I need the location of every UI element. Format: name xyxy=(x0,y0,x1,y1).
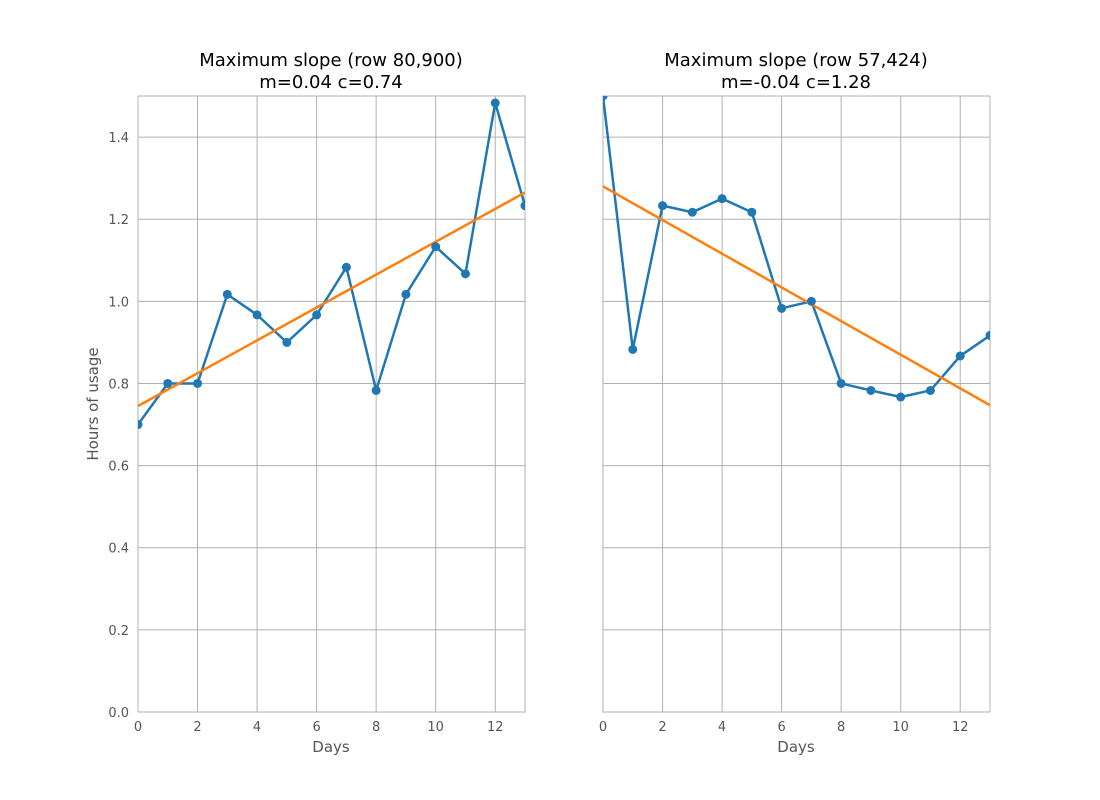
right-chart-plot-area xyxy=(603,96,990,407)
left-chart-fit-line xyxy=(138,191,525,408)
left-chart-data-point xyxy=(520,201,525,211)
left-chart-data-point xyxy=(282,337,292,347)
left-chart-panel: Maximum slope (row 80,900) m=0.04 c=0.74… xyxy=(84,50,526,756)
left-chart-y-axis-label: Hours of usage xyxy=(84,347,102,460)
right-chart-data-point xyxy=(896,392,906,402)
right-chart-x-tick-label: 0 xyxy=(599,720,607,735)
left-chart-title-line1: Maximum slope (row 80,900) xyxy=(199,50,463,71)
left-chart-x-tick-label: 10 xyxy=(427,720,444,735)
left-chart-data-point xyxy=(163,378,173,388)
right-chart-data-point xyxy=(717,194,727,204)
right-chart-x-tick-label: 6 xyxy=(777,720,785,735)
left-chart-y-tick-label: 0.6 xyxy=(108,460,129,475)
right-chart-data-point xyxy=(777,303,787,313)
left-chart-x-tick-label: 12 xyxy=(487,720,504,735)
left-chart-y-tick-label: 0.8 xyxy=(108,377,129,392)
right-chart-data-point xyxy=(836,378,846,388)
right-chart-title-line1: Maximum slope (row 57,424) xyxy=(664,50,928,71)
left-chart-x-axis-label: Days xyxy=(312,738,350,756)
left-chart-y-tick-label: 1.0 xyxy=(108,295,129,310)
right-chart-data-point xyxy=(603,96,608,101)
right-chart-data-point xyxy=(806,296,816,306)
right-chart-x-tick-label: 4 xyxy=(718,720,726,735)
left-chart-y-tick-label: 0.2 xyxy=(108,624,129,639)
left-chart-data-point xyxy=(460,269,470,279)
left-chart-data-point xyxy=(490,98,500,108)
left-chart-data-point xyxy=(371,385,381,395)
right-chart-panel: Maximum slope (row 57,424) m=-0.04 c=1.2… xyxy=(599,50,991,756)
right-chart-data-point xyxy=(985,330,990,340)
right-chart-data-point xyxy=(955,351,965,361)
right-chart-fit-line xyxy=(603,185,990,407)
right-chart-data-point xyxy=(925,385,935,395)
left-chart-data-point xyxy=(431,242,441,252)
left-chart-data-point xyxy=(312,310,322,320)
left-chart-x-tick-label: 2 xyxy=(193,720,201,735)
right-chart-plot-frame xyxy=(602,95,991,713)
left-chart-data-point xyxy=(222,289,232,299)
left-chart-y-tick-label: 0.0 xyxy=(108,706,129,721)
left-chart-plot-area xyxy=(138,98,525,430)
right-chart-series-line xyxy=(603,96,990,399)
left-chart-y-tick-label: 1.2 xyxy=(108,213,129,228)
left-chart-data-point xyxy=(252,310,262,320)
left-chart-data-point xyxy=(401,289,411,299)
left-chart-plot-frame xyxy=(137,95,526,713)
right-chart-title-line2: m=-0.04 c=1.28 xyxy=(721,72,871,93)
left-chart-data-point xyxy=(341,262,351,272)
left-chart-y-tick-label: 0.4 xyxy=(108,542,129,557)
left-chart-x-tick-label: 0 xyxy=(134,720,142,735)
right-chart-data-point xyxy=(628,344,638,354)
right-chart-x-tick-label: 10 xyxy=(892,720,909,735)
left-chart-x-tick-label: 6 xyxy=(312,720,320,735)
right-chart-x-tick-label: 12 xyxy=(952,720,969,735)
right-chart-data-point xyxy=(687,207,697,217)
left-chart-x-tick-label: 8 xyxy=(372,720,380,735)
right-chart-x-tick-label: 8 xyxy=(837,720,845,735)
left-chart-y-tick-label: 1.4 xyxy=(108,131,129,146)
right-chart-x-axis-label: Days xyxy=(777,738,815,756)
right-chart-data-point xyxy=(866,385,876,395)
left-chart-data-point xyxy=(193,378,203,388)
left-chart-data-point xyxy=(138,420,143,430)
right-chart-x-tick-label: 2 xyxy=(658,720,666,735)
right-chart-data-point xyxy=(747,207,757,217)
left-chart-series-line xyxy=(138,101,525,426)
left-chart-title-line2: m=0.04 c=0.74 xyxy=(259,72,402,93)
left-chart-x-tick-label: 4 xyxy=(253,720,261,735)
right-chart-data-point xyxy=(658,201,668,211)
